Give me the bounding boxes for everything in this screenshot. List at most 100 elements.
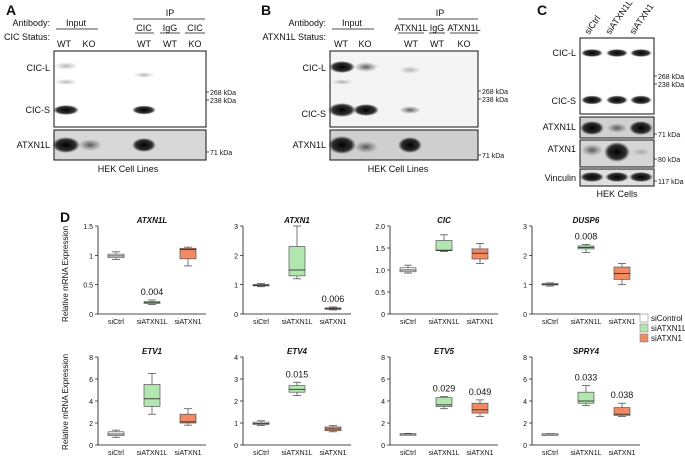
y-tick-label: 0.5 <box>375 290 385 297</box>
y-axis-label: Relative mRNA Expression <box>61 354 70 450</box>
y-tick-label: 2 <box>234 253 238 260</box>
y-tick-label: 0 <box>89 312 93 319</box>
status-col: WT <box>430 39 444 49</box>
kda-label: 238 kDa <box>658 82 684 89</box>
panel-d: D Relative mRNA Expression Relative mRNA… <box>60 209 685 457</box>
box <box>179 247 197 260</box>
x-tick-label: siCtrl <box>253 319 269 326</box>
y-tick-label: 6 <box>89 377 93 384</box>
box <box>471 402 489 414</box>
y-tick-label: 4 <box>234 355 238 362</box>
chart-title: ATXN1L <box>136 216 168 225</box>
legend-label: siATXN1L <box>651 324 685 333</box>
status-col: WT <box>137 39 151 49</box>
x-tick-label: siATXN1 <box>608 450 635 457</box>
y-tick-label: 4 <box>89 399 93 406</box>
legend-label: siControl <box>651 314 683 323</box>
y-tick-label: 1.0 <box>375 268 385 275</box>
x-tick-label: siATXN1 <box>319 319 346 326</box>
y-tick-label: 6 <box>381 377 385 384</box>
ab-col: CIC <box>187 23 203 33</box>
box <box>577 391 595 404</box>
chart-title: SPRY4 <box>573 347 600 356</box>
panel-a: A Antibody: CIC Status: Input IP CIC IgG… <box>4 2 236 174</box>
box-plots: ATXN1L 0 0.5 1 1.5 siCtrl siATXN1L 0.004 siATXN1… <box>83 216 640 457</box>
caption: HEK Cell Lines <box>368 164 429 174</box>
x-tick-label: siCtrl <box>253 450 269 457</box>
panel-c: C siCtrl siATXN1L siATXN1 CIC-L CIC-S AT… <box>537 0 684 199</box>
band-label: CIC-S <box>552 96 577 106</box>
p-value: 0.029 <box>433 384 456 394</box>
antibody-label: Antibody: <box>288 18 326 28</box>
y-tick-label: 2 <box>234 399 238 406</box>
band-label: ATXN1 <box>548 144 576 154</box>
chart-title: DUSP6 <box>573 216 600 225</box>
x-tick-label: siCtrl <box>400 319 416 326</box>
blot-cic <box>329 50 479 128</box>
p-value: 0.033 <box>575 373 598 383</box>
x-tick-label: siCtrl <box>108 319 124 326</box>
status-col: KO <box>358 39 371 49</box>
y-tick-label: 1 <box>234 421 238 428</box>
legend-swatch <box>639 323 649 333</box>
ab-col: CIC <box>136 23 152 33</box>
x-tick-label: siATXN1L <box>282 450 313 457</box>
status-col: WT <box>404 39 418 49</box>
x-tick-label: siATXN1 <box>608 319 635 326</box>
ab-col: ATXN1L <box>447 23 480 33</box>
kda-label: 71 kDa <box>482 153 504 160</box>
box <box>435 240 453 251</box>
y-tick-label: 8 <box>89 355 93 362</box>
y-tick-label: 8 <box>381 355 385 362</box>
band-label: CIC-L <box>552 48 576 58</box>
legend: siControl siATXN1L siATXN1 <box>639 313 685 343</box>
y-tick-label: 1 <box>89 253 93 260</box>
chart-title: ATXN1 <box>283 216 310 225</box>
y-tick-label: 3 <box>234 224 238 231</box>
group-label-input: Input <box>66 18 87 28</box>
status-col: KO <box>188 39 201 49</box>
y-tick-label: 0 <box>381 443 385 450</box>
y-tick-label: 2 <box>523 253 527 260</box>
x-tick-label: siATXN1L <box>137 450 168 457</box>
legend-swatch <box>639 333 649 343</box>
kda-label: 268 kDa <box>482 89 508 96</box>
x-tick-label: siATXN1 <box>466 319 493 326</box>
y-tick-label: 3 <box>234 377 238 384</box>
ab-col: ATXN1L <box>394 23 427 33</box>
chart-title: ETV4 <box>287 347 308 356</box>
kda-label: 80 kDa <box>658 157 680 164</box>
band-label: Vinculin <box>545 173 576 183</box>
x-tick-label: siATXN1 <box>174 450 201 457</box>
x-tick-label: siCtrl <box>542 450 558 457</box>
y-tick-label: 2 <box>523 421 527 428</box>
chart-title: ETV1 <box>142 347 163 356</box>
status-col: WT <box>334 39 348 49</box>
y-tick-label: 1 <box>523 283 527 290</box>
status-label: CIC Status: <box>4 32 50 42</box>
box <box>143 384 161 407</box>
group-label-ip: IP <box>166 8 175 18</box>
caption: HEK Cells <box>596 189 638 199</box>
y-tick-label: 0.5 <box>83 283 93 290</box>
chart-title: CIC <box>437 216 451 225</box>
status-label: ATXN1L Status: <box>262 32 326 42</box>
x-tick-label: siATXN1L <box>282 319 313 326</box>
legend-swatch <box>639 313 649 323</box>
status-col: KO <box>457 39 470 49</box>
y-tick-label: 2 <box>89 421 93 428</box>
y-tick-label: 1.5 <box>375 246 385 253</box>
box <box>288 246 306 277</box>
x-tick-label: siCtrl <box>400 450 416 457</box>
status-col: WT <box>163 39 177 49</box>
band-label: CIC-S <box>26 105 51 115</box>
p-value: 0.004 <box>141 287 164 297</box>
legend-label: siATXN1 <box>651 334 683 343</box>
x-tick-label: siATXN1 <box>319 450 346 457</box>
p-value: 0.038 <box>611 390 634 400</box>
kda-label: 268 kDa <box>658 74 684 81</box>
y-tick-label: 0 <box>523 443 527 450</box>
y-tick-label: 0 <box>234 312 238 319</box>
chart-title: ETV5 <box>434 347 455 356</box>
y-axis-label: Relative mRNA Expression <box>61 226 70 322</box>
